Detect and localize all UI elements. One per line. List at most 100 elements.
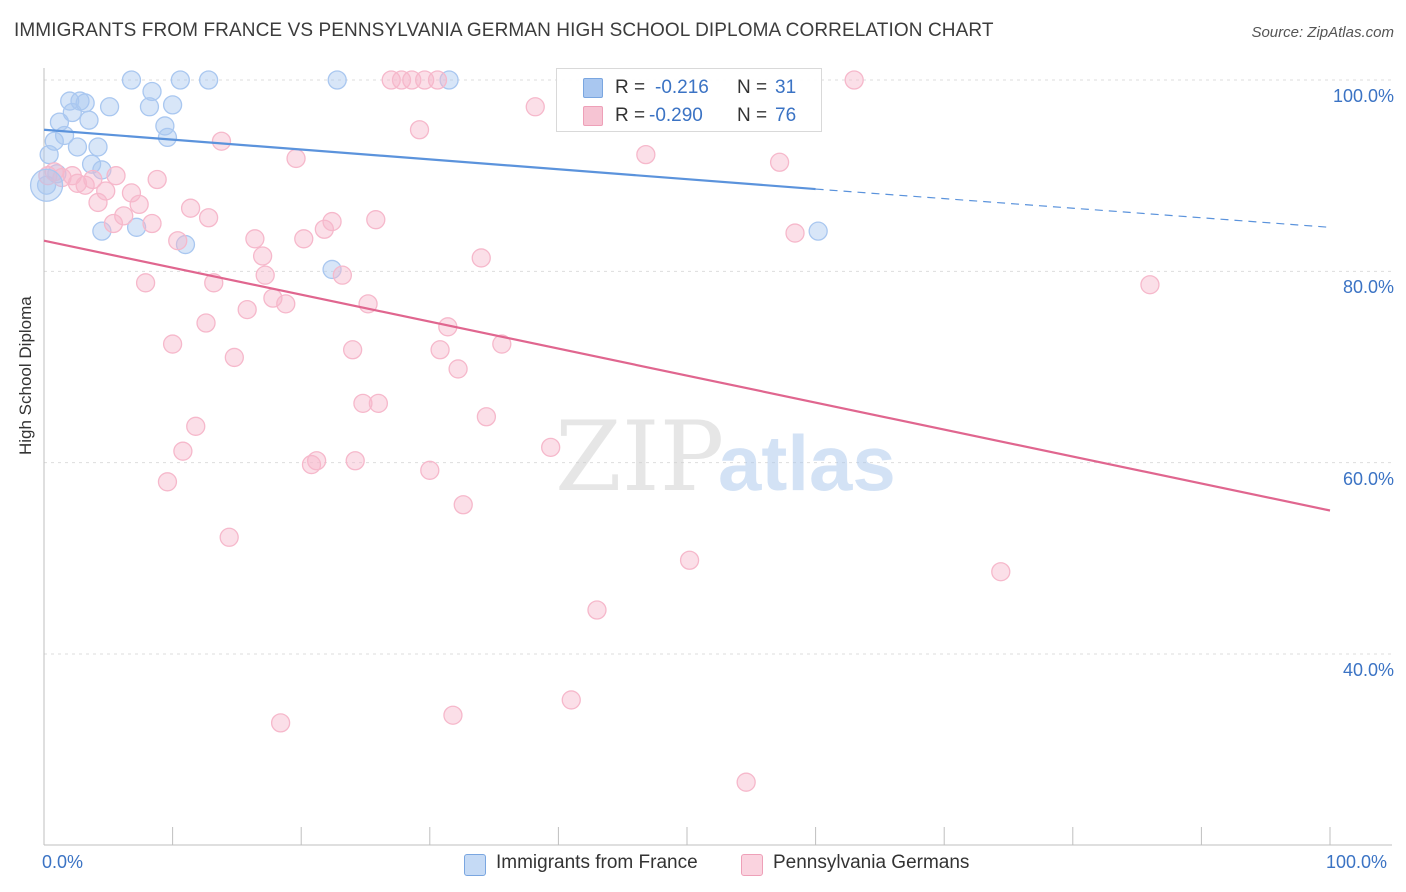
- r-label: R =: [615, 77, 646, 98]
- data-point: [332, 265, 353, 285]
- data-point: [237, 299, 257, 320]
- legend-label-pennsylvania: Pennsylvania Germans: [773, 852, 970, 873]
- data-point: [448, 359, 468, 379]
- data-point: [75, 93, 95, 113]
- data-point: [44, 131, 64, 151]
- watermark: ZIP atlas: [555, 401, 896, 513]
- data-point: [736, 772, 756, 792]
- data-point: [121, 183, 142, 203]
- data-point: [67, 137, 88, 157]
- data-point: [381, 70, 401, 90]
- data-point: [353, 393, 373, 414]
- data-point: [366, 210, 386, 230]
- data-point: [255, 265, 275, 285]
- data-point: [314, 219, 334, 239]
- data-point: [173, 441, 193, 461]
- data-point: [808, 221, 828, 241]
- series-points-1: [38, 70, 1160, 792]
- data-point: [157, 127, 178, 148]
- data-point: [368, 393, 389, 414]
- data-point: [186, 416, 206, 436]
- data-point: [636, 144, 656, 165]
- data-point: [126, 217, 147, 237]
- r-value: -0.290: [649, 105, 703, 126]
- x-tick-label-min: 0.0%: [42, 852, 84, 872]
- data-point: [492, 334, 512, 354]
- y-tick-label: 100.0%: [1332, 86, 1394, 106]
- data-point: [844, 70, 864, 90]
- data-point: [79, 110, 99, 130]
- data-point: [327, 70, 347, 90]
- data-point: [170, 70, 190, 90]
- n-value: 31: [775, 77, 797, 98]
- correlation-stats-box: R = -0.216 N = 31 R = -0.290 N = 76: [556, 68, 822, 132]
- data-point: [92, 221, 112, 241]
- trend-line-extension: [815, 188, 1331, 228]
- trend-line: [43, 239, 1331, 512]
- data-point: [679, 550, 700, 570]
- data-point: [60, 91, 80, 111]
- data-point: [162, 334, 183, 354]
- data-point: [294, 229, 314, 249]
- data-point: [88, 137, 108, 157]
- data-point: [224, 347, 244, 368]
- data-point: [443, 705, 463, 725]
- data-point: [276, 294, 296, 314]
- france-swatch: [583, 78, 603, 98]
- data-point: [561, 690, 581, 710]
- data-point: [342, 340, 363, 360]
- data-point: [306, 451, 327, 471]
- data-point: [198, 70, 219, 90]
- data-point: [991, 562, 1011, 582]
- data-point: [135, 273, 156, 293]
- data-point: [142, 81, 162, 102]
- data-point: [162, 95, 183, 115]
- data-point: [219, 527, 239, 547]
- data-point: [541, 437, 561, 458]
- data-point: [409, 120, 430, 140]
- data-point: [245, 229, 265, 249]
- data-point: [211, 131, 232, 151]
- gridlines: [44, 79, 1392, 655]
- legend-label-france: Immigrants from France: [496, 852, 698, 873]
- data-point: [322, 211, 342, 232]
- watermark-zip: ZIP: [555, 401, 724, 513]
- y-axis-title: High School Diploma: [16, 296, 35, 455]
- r-value: -0.216: [655, 77, 709, 98]
- data-point: [286, 148, 306, 169]
- trend-line: [43, 128, 816, 191]
- trend-lines: [43, 128, 1331, 512]
- series-points-0: [36, 70, 828, 280]
- legend-swatch-france: [464, 854, 486, 876]
- n-label: N =: [737, 77, 768, 98]
- data-point: [252, 246, 273, 266]
- data-point: [147, 169, 167, 190]
- source-credit: Source: ZipAtlas.com: [1251, 24, 1394, 41]
- data-point: [1140, 275, 1160, 295]
- data-point: [471, 248, 491, 268]
- data-point: [83, 169, 103, 190]
- n-value: 76: [775, 105, 797, 126]
- x-tick-label-max: 100.0%: [1326, 852, 1388, 872]
- data-point: [587, 600, 607, 620]
- data-point: [196, 313, 216, 333]
- data-point: [155, 116, 175, 136]
- data-point: [81, 154, 102, 174]
- data-point-large: [29, 168, 64, 202]
- legend-swatch-pennsylvania: [741, 854, 763, 876]
- chart-title: IMMIGRANTS FROM FRANCE VS PENNSYLVANIA G…: [14, 20, 994, 41]
- data-point: [129, 194, 149, 215]
- data-point: [62, 102, 82, 123]
- watermark-atlas: atlas: [718, 419, 896, 507]
- data-point: [345, 451, 365, 471]
- y-tick-label: 40.0%: [1342, 660, 1394, 680]
- data-point: [785, 223, 805, 243]
- data-point: [96, 181, 116, 201]
- pennsylvania-swatch: [583, 106, 603, 126]
- axes: [43, 68, 1392, 846]
- data-point: [142, 213, 162, 234]
- y-tick-label: 80.0%: [1342, 277, 1394, 298]
- data-point: [769, 152, 790, 172]
- data-point: [121, 70, 142, 90]
- data-point: [476, 407, 497, 427]
